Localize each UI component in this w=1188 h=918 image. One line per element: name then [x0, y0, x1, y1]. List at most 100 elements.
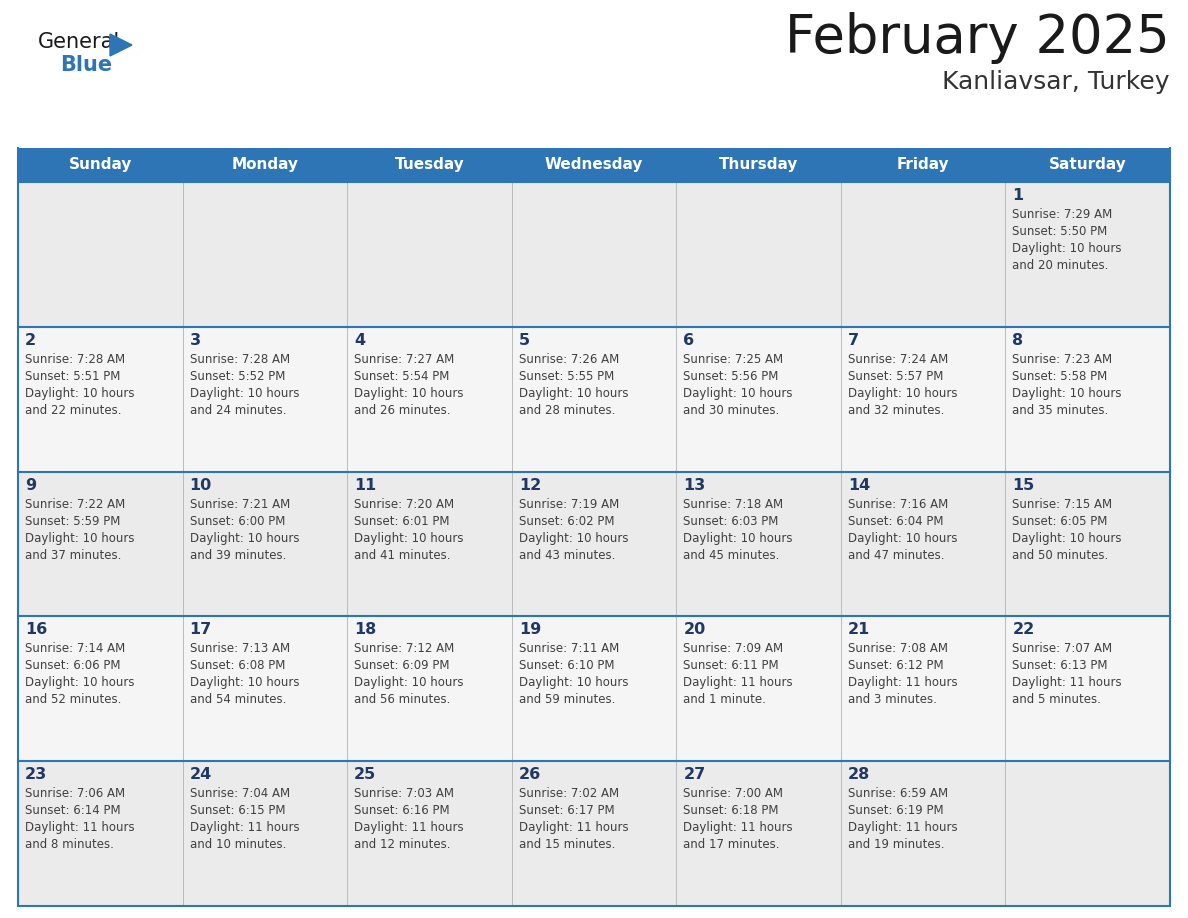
Text: Saturday: Saturday [1049, 158, 1126, 173]
Text: 19: 19 [519, 622, 541, 637]
Text: Sunday: Sunday [69, 158, 132, 173]
Bar [1005, 616, 1170, 761]
Bar [841, 472, 1005, 616]
Text: 14: 14 [848, 477, 870, 493]
Text: Sunrise: 7:28 AM
Sunset: 5:52 PM
Daylight: 10 hours
and 24 minutes.: Sunrise: 7:28 AM Sunset: 5:52 PM Dayligh… [190, 353, 299, 417]
Text: Kanliavsar, Turkey: Kanliavsar, Turkey [942, 70, 1170, 94]
Text: 15: 15 [1012, 477, 1035, 493]
Text: 8: 8 [1012, 333, 1024, 348]
Text: 11: 11 [354, 477, 377, 493]
Bar [18, 327, 183, 472]
Text: 24: 24 [190, 767, 211, 782]
Bar [18, 148, 1170, 182]
Text: 13: 13 [683, 477, 706, 493]
Bar [18, 182, 183, 327]
Text: Sunrise: 7:07 AM
Sunset: 6:13 PM
Daylight: 11 hours
and 5 minutes.: Sunrise: 7:07 AM Sunset: 6:13 PM Dayligh… [1012, 643, 1121, 706]
Text: Sunrise: 6:59 AM
Sunset: 6:19 PM
Daylight: 11 hours
and 19 minutes.: Sunrise: 6:59 AM Sunset: 6:19 PM Dayligh… [848, 788, 958, 851]
Text: Sunrise: 7:25 AM
Sunset: 5:56 PM
Daylight: 10 hours
and 30 minutes.: Sunrise: 7:25 AM Sunset: 5:56 PM Dayligh… [683, 353, 792, 417]
Bar [841, 761, 1005, 906]
Bar [1005, 182, 1170, 327]
Bar [512, 761, 676, 906]
Text: Sunrise: 7:11 AM
Sunset: 6:10 PM
Daylight: 10 hours
and 59 minutes.: Sunrise: 7:11 AM Sunset: 6:10 PM Dayligh… [519, 643, 628, 706]
Text: 27: 27 [683, 767, 706, 782]
Bar [347, 472, 512, 616]
Text: General: General [38, 32, 120, 52]
Bar [18, 616, 183, 761]
Text: 25: 25 [354, 767, 377, 782]
Text: 5: 5 [519, 333, 530, 348]
Bar [183, 472, 347, 616]
Text: Sunrise: 7:04 AM
Sunset: 6:15 PM
Daylight: 11 hours
and 10 minutes.: Sunrise: 7:04 AM Sunset: 6:15 PM Dayligh… [190, 788, 299, 851]
Text: Sunrise: 7:06 AM
Sunset: 6:14 PM
Daylight: 11 hours
and 8 minutes.: Sunrise: 7:06 AM Sunset: 6:14 PM Dayligh… [25, 788, 134, 851]
Polygon shape [110, 34, 132, 56]
Text: 21: 21 [848, 622, 870, 637]
Bar [512, 182, 676, 327]
Text: Sunrise: 7:27 AM
Sunset: 5:54 PM
Daylight: 10 hours
and 26 minutes.: Sunrise: 7:27 AM Sunset: 5:54 PM Dayligh… [354, 353, 463, 417]
Bar [183, 327, 347, 472]
Text: 26: 26 [519, 767, 541, 782]
Text: 3: 3 [190, 333, 201, 348]
Bar [347, 182, 512, 327]
Bar [841, 182, 1005, 327]
Bar [347, 761, 512, 906]
Text: 10: 10 [190, 477, 211, 493]
Text: 28: 28 [848, 767, 870, 782]
Text: Sunrise: 7:15 AM
Sunset: 6:05 PM
Daylight: 10 hours
and 50 minutes.: Sunrise: 7:15 AM Sunset: 6:05 PM Dayligh… [1012, 498, 1121, 562]
Bar [18, 472, 183, 616]
Text: 18: 18 [354, 622, 377, 637]
Bar [676, 472, 841, 616]
Bar [512, 616, 676, 761]
Text: 12: 12 [519, 477, 541, 493]
Bar [183, 182, 347, 327]
Text: 22: 22 [1012, 622, 1035, 637]
Text: 20: 20 [683, 622, 706, 637]
Text: 4: 4 [354, 333, 365, 348]
Text: 2: 2 [25, 333, 36, 348]
Text: Wednesday: Wednesday [545, 158, 643, 173]
Bar [676, 761, 841, 906]
Text: Thursday: Thursday [719, 158, 798, 173]
Bar [512, 327, 676, 472]
Text: 1: 1 [1012, 188, 1024, 203]
Bar [183, 616, 347, 761]
Text: Sunrise: 7:21 AM
Sunset: 6:00 PM
Daylight: 10 hours
and 39 minutes.: Sunrise: 7:21 AM Sunset: 6:00 PM Dayligh… [190, 498, 299, 562]
Text: 6: 6 [683, 333, 695, 348]
Bar [1005, 472, 1170, 616]
Text: Sunrise: 7:29 AM
Sunset: 5:50 PM
Daylight: 10 hours
and 20 minutes.: Sunrise: 7:29 AM Sunset: 5:50 PM Dayligh… [1012, 208, 1121, 272]
Text: 7: 7 [848, 333, 859, 348]
Text: Sunrise: 7:00 AM
Sunset: 6:18 PM
Daylight: 11 hours
and 17 minutes.: Sunrise: 7:00 AM Sunset: 6:18 PM Dayligh… [683, 788, 792, 851]
Text: Sunrise: 7:23 AM
Sunset: 5:58 PM
Daylight: 10 hours
and 35 minutes.: Sunrise: 7:23 AM Sunset: 5:58 PM Dayligh… [1012, 353, 1121, 417]
Bar [512, 472, 676, 616]
Text: Sunrise: 7:13 AM
Sunset: 6:08 PM
Daylight: 10 hours
and 54 minutes.: Sunrise: 7:13 AM Sunset: 6:08 PM Dayligh… [190, 643, 299, 706]
Text: Sunrise: 7:02 AM
Sunset: 6:17 PM
Daylight: 11 hours
and 15 minutes.: Sunrise: 7:02 AM Sunset: 6:17 PM Dayligh… [519, 788, 628, 851]
Bar [1005, 761, 1170, 906]
Text: Sunrise: 7:08 AM
Sunset: 6:12 PM
Daylight: 11 hours
and 3 minutes.: Sunrise: 7:08 AM Sunset: 6:12 PM Dayligh… [848, 643, 958, 706]
Text: Sunrise: 7:18 AM
Sunset: 6:03 PM
Daylight: 10 hours
and 45 minutes.: Sunrise: 7:18 AM Sunset: 6:03 PM Dayligh… [683, 498, 792, 562]
Bar [841, 327, 1005, 472]
Bar [1005, 327, 1170, 472]
Bar [676, 182, 841, 327]
Bar [841, 616, 1005, 761]
Text: Sunrise: 7:19 AM
Sunset: 6:02 PM
Daylight: 10 hours
and 43 minutes.: Sunrise: 7:19 AM Sunset: 6:02 PM Dayligh… [519, 498, 628, 562]
Text: Blue: Blue [61, 55, 112, 75]
Bar [347, 616, 512, 761]
Text: 9: 9 [25, 477, 36, 493]
Text: Sunrise: 7:24 AM
Sunset: 5:57 PM
Daylight: 10 hours
and 32 minutes.: Sunrise: 7:24 AM Sunset: 5:57 PM Dayligh… [848, 353, 958, 417]
Text: Sunrise: 7:12 AM
Sunset: 6:09 PM
Daylight: 10 hours
and 56 minutes.: Sunrise: 7:12 AM Sunset: 6:09 PM Dayligh… [354, 643, 463, 706]
Text: Monday: Monday [232, 158, 298, 173]
Bar [676, 616, 841, 761]
Bar [183, 761, 347, 906]
Text: Sunrise: 7:28 AM
Sunset: 5:51 PM
Daylight: 10 hours
and 22 minutes.: Sunrise: 7:28 AM Sunset: 5:51 PM Dayligh… [25, 353, 134, 417]
Text: 23: 23 [25, 767, 48, 782]
Text: Sunrise: 7:22 AM
Sunset: 5:59 PM
Daylight: 10 hours
and 37 minutes.: Sunrise: 7:22 AM Sunset: 5:59 PM Dayligh… [25, 498, 134, 562]
Text: Friday: Friday [897, 158, 949, 173]
Text: Sunrise: 7:16 AM
Sunset: 6:04 PM
Daylight: 10 hours
and 47 minutes.: Sunrise: 7:16 AM Sunset: 6:04 PM Dayligh… [848, 498, 958, 562]
Bar [676, 327, 841, 472]
Text: Sunrise: 7:14 AM
Sunset: 6:06 PM
Daylight: 10 hours
and 52 minutes.: Sunrise: 7:14 AM Sunset: 6:06 PM Dayligh… [25, 643, 134, 706]
Text: 16: 16 [25, 622, 48, 637]
Text: 17: 17 [190, 622, 211, 637]
Bar [347, 327, 512, 472]
Text: Sunrise: 7:26 AM
Sunset: 5:55 PM
Daylight: 10 hours
and 28 minutes.: Sunrise: 7:26 AM Sunset: 5:55 PM Dayligh… [519, 353, 628, 417]
Text: Tuesday: Tuesday [394, 158, 465, 173]
Text: Sunrise: 7:09 AM
Sunset: 6:11 PM
Daylight: 11 hours
and 1 minute.: Sunrise: 7:09 AM Sunset: 6:11 PM Dayligh… [683, 643, 792, 706]
